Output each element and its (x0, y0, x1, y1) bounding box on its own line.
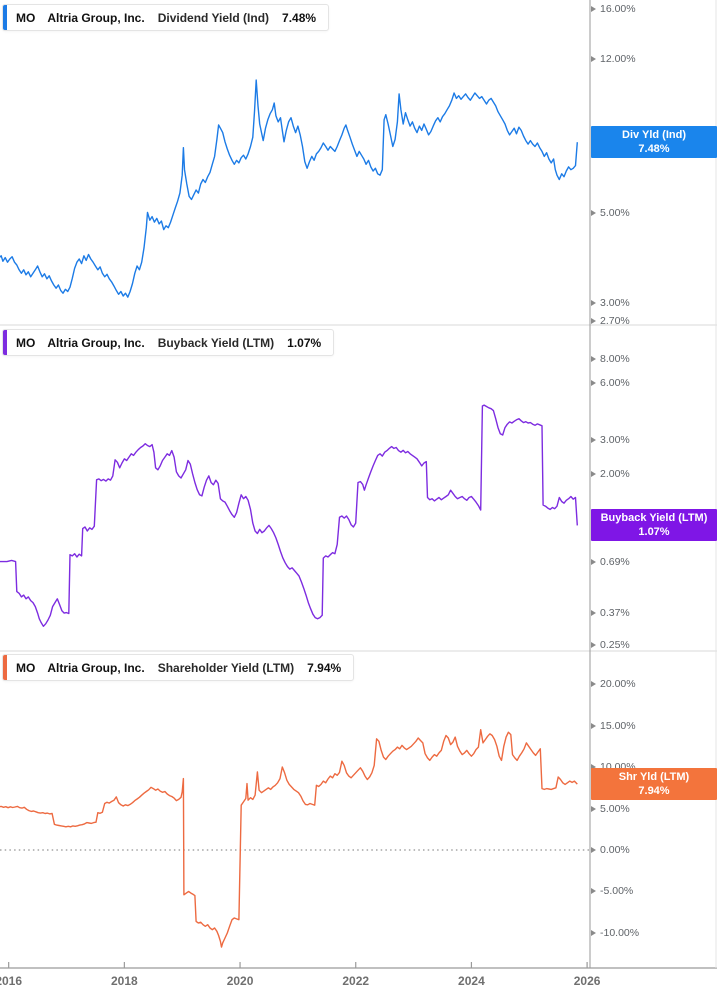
company-name: Altria Group, Inc. (47, 660, 145, 675)
y-tick-mark (591, 356, 596, 363)
y-axis-label: 2.70% (600, 315, 630, 328)
y-tick-mark (591, 642, 596, 649)
badge-label: Buyback Yield (LTM) (600, 512, 708, 525)
y-axis-label: 15.00% (600, 719, 636, 732)
y-tick-mark (591, 210, 596, 217)
axis-badge-div-yld: Div Yld (Ind) 7.48% (591, 126, 717, 159)
company-name: Altria Group, Inc. (47, 335, 145, 350)
y-tick-mark (591, 681, 596, 688)
company-name: Altria Group, Inc. (47, 10, 145, 25)
legend-accent-bar-purple (3, 330, 7, 355)
y-axis-label: 0.25% (600, 639, 630, 652)
shareholder_yield-line (0, 729, 578, 948)
legend-dividend-yield[interactable]: MO Altria Group, Inc. Dividend Yield (In… (2, 4, 330, 31)
y-axis-label: -5.00% (600, 885, 634, 898)
y-axis-label: 5.00% (600, 802, 630, 815)
y-tick-mark (591, 888, 596, 895)
ticker-symbol: MO (16, 335, 36, 350)
metric-value: 7.48% (282, 10, 317, 25)
axis-badge-shr-yld: Shr Yld (LTM) 7.94% (591, 768, 717, 801)
y-axis-label: -10.00% (600, 926, 640, 939)
metric-name: Buyback Yield (LTM) (157, 335, 275, 350)
y-axis-label: 3.00% (600, 296, 630, 309)
legend-accent-bar-orange (3, 655, 7, 680)
legend-buyback-yield[interactable]: MO Altria Group, Inc. Buyback Yield (LTM… (2, 329, 335, 356)
y-axis-label: 5.00% (600, 207, 630, 220)
ticker-symbol: MO (16, 10, 36, 25)
buyback_yield-line (0, 404, 578, 627)
y-axis-label: 2.00% (600, 467, 630, 480)
metric-name: Dividend Yield (Ind) (157, 10, 270, 25)
metric-value: 1.07% (287, 335, 322, 350)
legend-accent-bar-blue (3, 5, 7, 30)
ticker-symbol: MO (16, 660, 36, 675)
axis-badge-buyback-yield: Buyback Yield (LTM) 1.07% (591, 509, 717, 542)
x-axis-label: 2024 (458, 974, 485, 988)
metric-value: 7.94% (307, 660, 342, 675)
y-tick-mark (591, 5, 596, 12)
legend-shareholder-yield[interactable]: MO Altria Group, Inc. Shareholder Yield … (2, 654, 355, 681)
y-axis-label: 6.00% (600, 377, 630, 390)
badge-label: Div Yld (Ind) (622, 129, 686, 142)
y-axis-label: 0.00% (600, 843, 630, 856)
y-tick-mark (591, 380, 596, 387)
y-tick-mark (591, 722, 596, 729)
y-tick-mark (591, 56, 596, 63)
x-axis-label: 2016 (0, 974, 23, 988)
y-axis-label: 0.69% (600, 555, 630, 568)
y-axis-label: 12.00% (600, 53, 636, 66)
x-axis-label: 2026 (573, 974, 601, 988)
y-tick-mark (591, 470, 596, 477)
y-axis-label: 16.00% (600, 2, 636, 15)
y-axis-label: 3.00% (600, 434, 630, 447)
y-axis-label: 8.00% (600, 353, 630, 366)
y-tick-mark (591, 318, 596, 325)
y-tick-mark (591, 610, 596, 617)
badge-label: Shr Yld (LTM) (618, 771, 690, 784)
badge-value: 7.94% (638, 785, 670, 798)
badge-value: 7.48% (638, 143, 670, 156)
y-tick-mark (591, 437, 596, 444)
x-axis-label: 2018 (111, 974, 138, 988)
y-axis-label: 20.00% (600, 678, 636, 691)
dividend_yield-line (0, 79, 578, 298)
y-axis-label: 0.37% (600, 607, 630, 620)
y-tick-mark (591, 764, 596, 770)
badge-value: 1.07% (638, 526, 670, 539)
x-axis-label: 2022 (342, 974, 370, 988)
metric-name: Shareholder Yield (LTM) (157, 660, 295, 675)
y-tick-mark (591, 558, 596, 565)
x-axis-label: 2020 (226, 974, 254, 988)
y-tick-mark (591, 846, 596, 853)
y-tick-mark (591, 299, 596, 306)
y-tick-mark (591, 805, 596, 812)
y-tick-mark (591, 929, 596, 936)
